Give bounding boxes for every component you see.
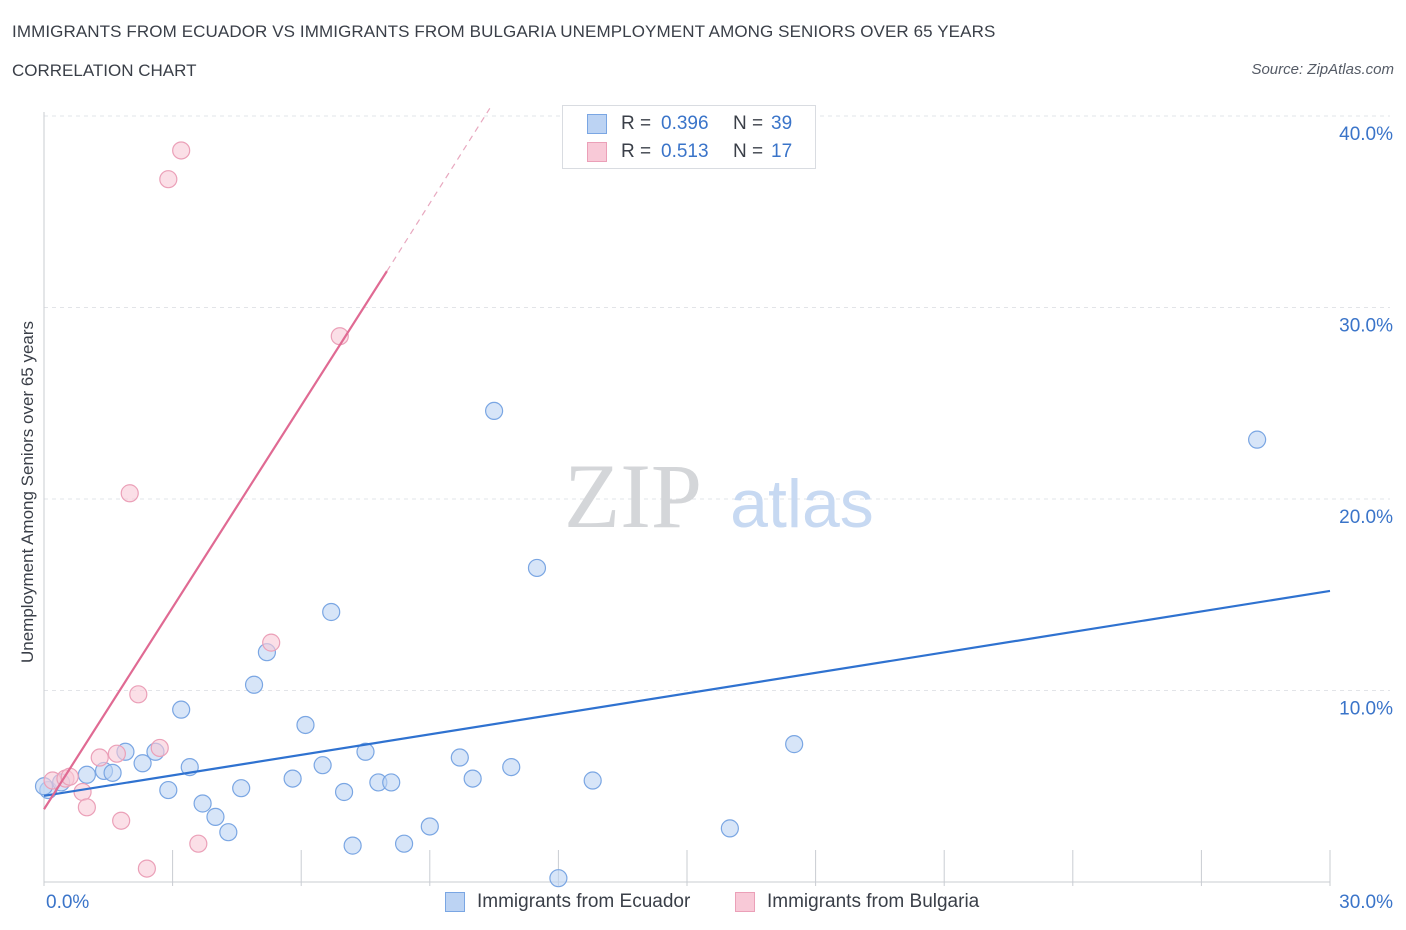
bulgaria-point <box>172 141 191 160</box>
trend-lines <box>43 108 1331 810</box>
bulgaria-point <box>189 834 208 853</box>
bulgaria-point <box>262 633 281 652</box>
x-tick-label-max: 30.0% <box>1339 892 1393 913</box>
ecuador-point <box>394 834 414 853</box>
y-tick-label: 20.0% <box>1339 507 1393 528</box>
trend-line-ecuador <box>43 589 1331 797</box>
chart-subtitle: CORRELATION CHART <box>12 61 197 80</box>
ecuador-point <box>502 757 521 777</box>
bulgaria-point <box>129 685 148 704</box>
x-axis-ticks <box>43 850 1331 886</box>
legend-row-ecuador: R = 0.396 N = 39 <box>587 112 792 136</box>
legend-r-value-ecuador: 0.396 <box>661 113 709 134</box>
x-tick-labels: 0.0% 30.0% <box>46 892 1393 913</box>
legend-n-label: N = <box>733 113 764 134</box>
bottom-legend-bulgaria: Immigrants from Bulgaria <box>735 889 979 915</box>
trend-line-bulgaria <box>43 270 388 810</box>
ecuador-point <box>1248 430 1267 449</box>
correlation-legend: R = 0.396 N = 39 R = 0.513 N = 17 <box>562 105 816 169</box>
ecuador-point <box>463 769 482 788</box>
source-label: Source: ZipAtlas.com <box>1251 61 1394 78</box>
ecuador-point <box>420 817 439 836</box>
ecuador-point <box>244 675 264 694</box>
ecuador-point <box>219 823 238 842</box>
ecuador-point <box>450 748 469 767</box>
bottom-legend-ecuador: Immigrants from Ecuador <box>445 889 690 915</box>
bulgaria-point <box>159 170 178 189</box>
watermark: ZIP atlas <box>564 445 874 547</box>
ecuador-point <box>485 401 504 421</box>
legend-swatch-ecuador <box>587 114 607 134</box>
trend-line-bulgaria-extension <box>386 108 491 272</box>
bulgaria-point <box>112 811 131 830</box>
y-axis-label: Unemployment Among Seniors over 65 years <box>18 320 37 664</box>
legend-row-bulgaria: R = 0.513 N = 17 <box>587 140 792 164</box>
ecuador-point <box>313 756 332 775</box>
ecuador-point <box>103 763 122 782</box>
ecuador-point <box>527 558 547 578</box>
ecuador-point <box>232 779 251 798</box>
ecuador-point <box>133 754 152 773</box>
x-tick-label-min: 0.0% <box>46 892 89 913</box>
ecuador-point <box>172 700 191 719</box>
ecuador-point <box>77 765 96 784</box>
ecuador-point <box>283 769 302 788</box>
legend-r-label: R = <box>621 113 652 134</box>
series-bulgaria-points <box>43 141 349 878</box>
ecuador-point <box>296 715 315 735</box>
ecuador-point <box>356 742 375 761</box>
ecuador-point <box>720 819 739 838</box>
ecuador-point <box>549 869 568 888</box>
ecuador-point <box>583 771 602 790</box>
bottom-legend-swatch-ecuador <box>445 892 465 912</box>
watermark-atlas: atlas <box>730 466 874 542</box>
ecuador-point <box>193 794 212 813</box>
legend-r-label: R = <box>621 141 652 162</box>
ecuador-point <box>785 735 804 754</box>
watermark-zip: ZIP <box>564 445 702 547</box>
bulgaria-point <box>120 484 139 503</box>
bottom-legend-label-ecuador: Immigrants from Ecuador <box>477 891 691 912</box>
y-tick-label: 30.0% <box>1339 316 1393 337</box>
bulgaria-point <box>73 782 92 802</box>
ecuador-point <box>343 836 362 855</box>
ecuador-point <box>322 602 341 622</box>
ecuador-point <box>159 780 178 800</box>
legend-r-value-bulgaria: 0.513 <box>661 141 709 162</box>
ecuador-point <box>206 807 225 826</box>
bulgaria-point <box>107 744 126 763</box>
bulgaria-point <box>150 738 169 758</box>
bulgaria-point <box>77 798 96 817</box>
legend-n-value-ecuador: 39 <box>771 113 793 134</box>
bulgaria-point <box>90 748 109 767</box>
legend-swatch-bulgaria <box>587 142 607 162</box>
y-tick-label: 40.0% <box>1339 124 1393 145</box>
y-tick-label: 10.0% <box>1339 699 1393 720</box>
legend-n-value-bulgaria: 17 <box>771 141 793 162</box>
ecuador-point <box>382 773 401 792</box>
bottom-legend-label-bulgaria: Immigrants from Bulgaria <box>767 891 980 912</box>
legend-n-label: N = <box>733 141 764 162</box>
grid-lines <box>44 115 1390 691</box>
y-tick-labels: 10.0% 20.0% 30.0% 40.0% <box>1339 124 1393 720</box>
bulgaria-point <box>137 859 156 878</box>
bottom-legend-swatch-bulgaria <box>735 892 755 912</box>
chart-title: IMMIGRANTS FROM ECUADOR VS IMMIGRANTS FR… <box>12 22 996 41</box>
ecuador-point <box>334 782 354 802</box>
